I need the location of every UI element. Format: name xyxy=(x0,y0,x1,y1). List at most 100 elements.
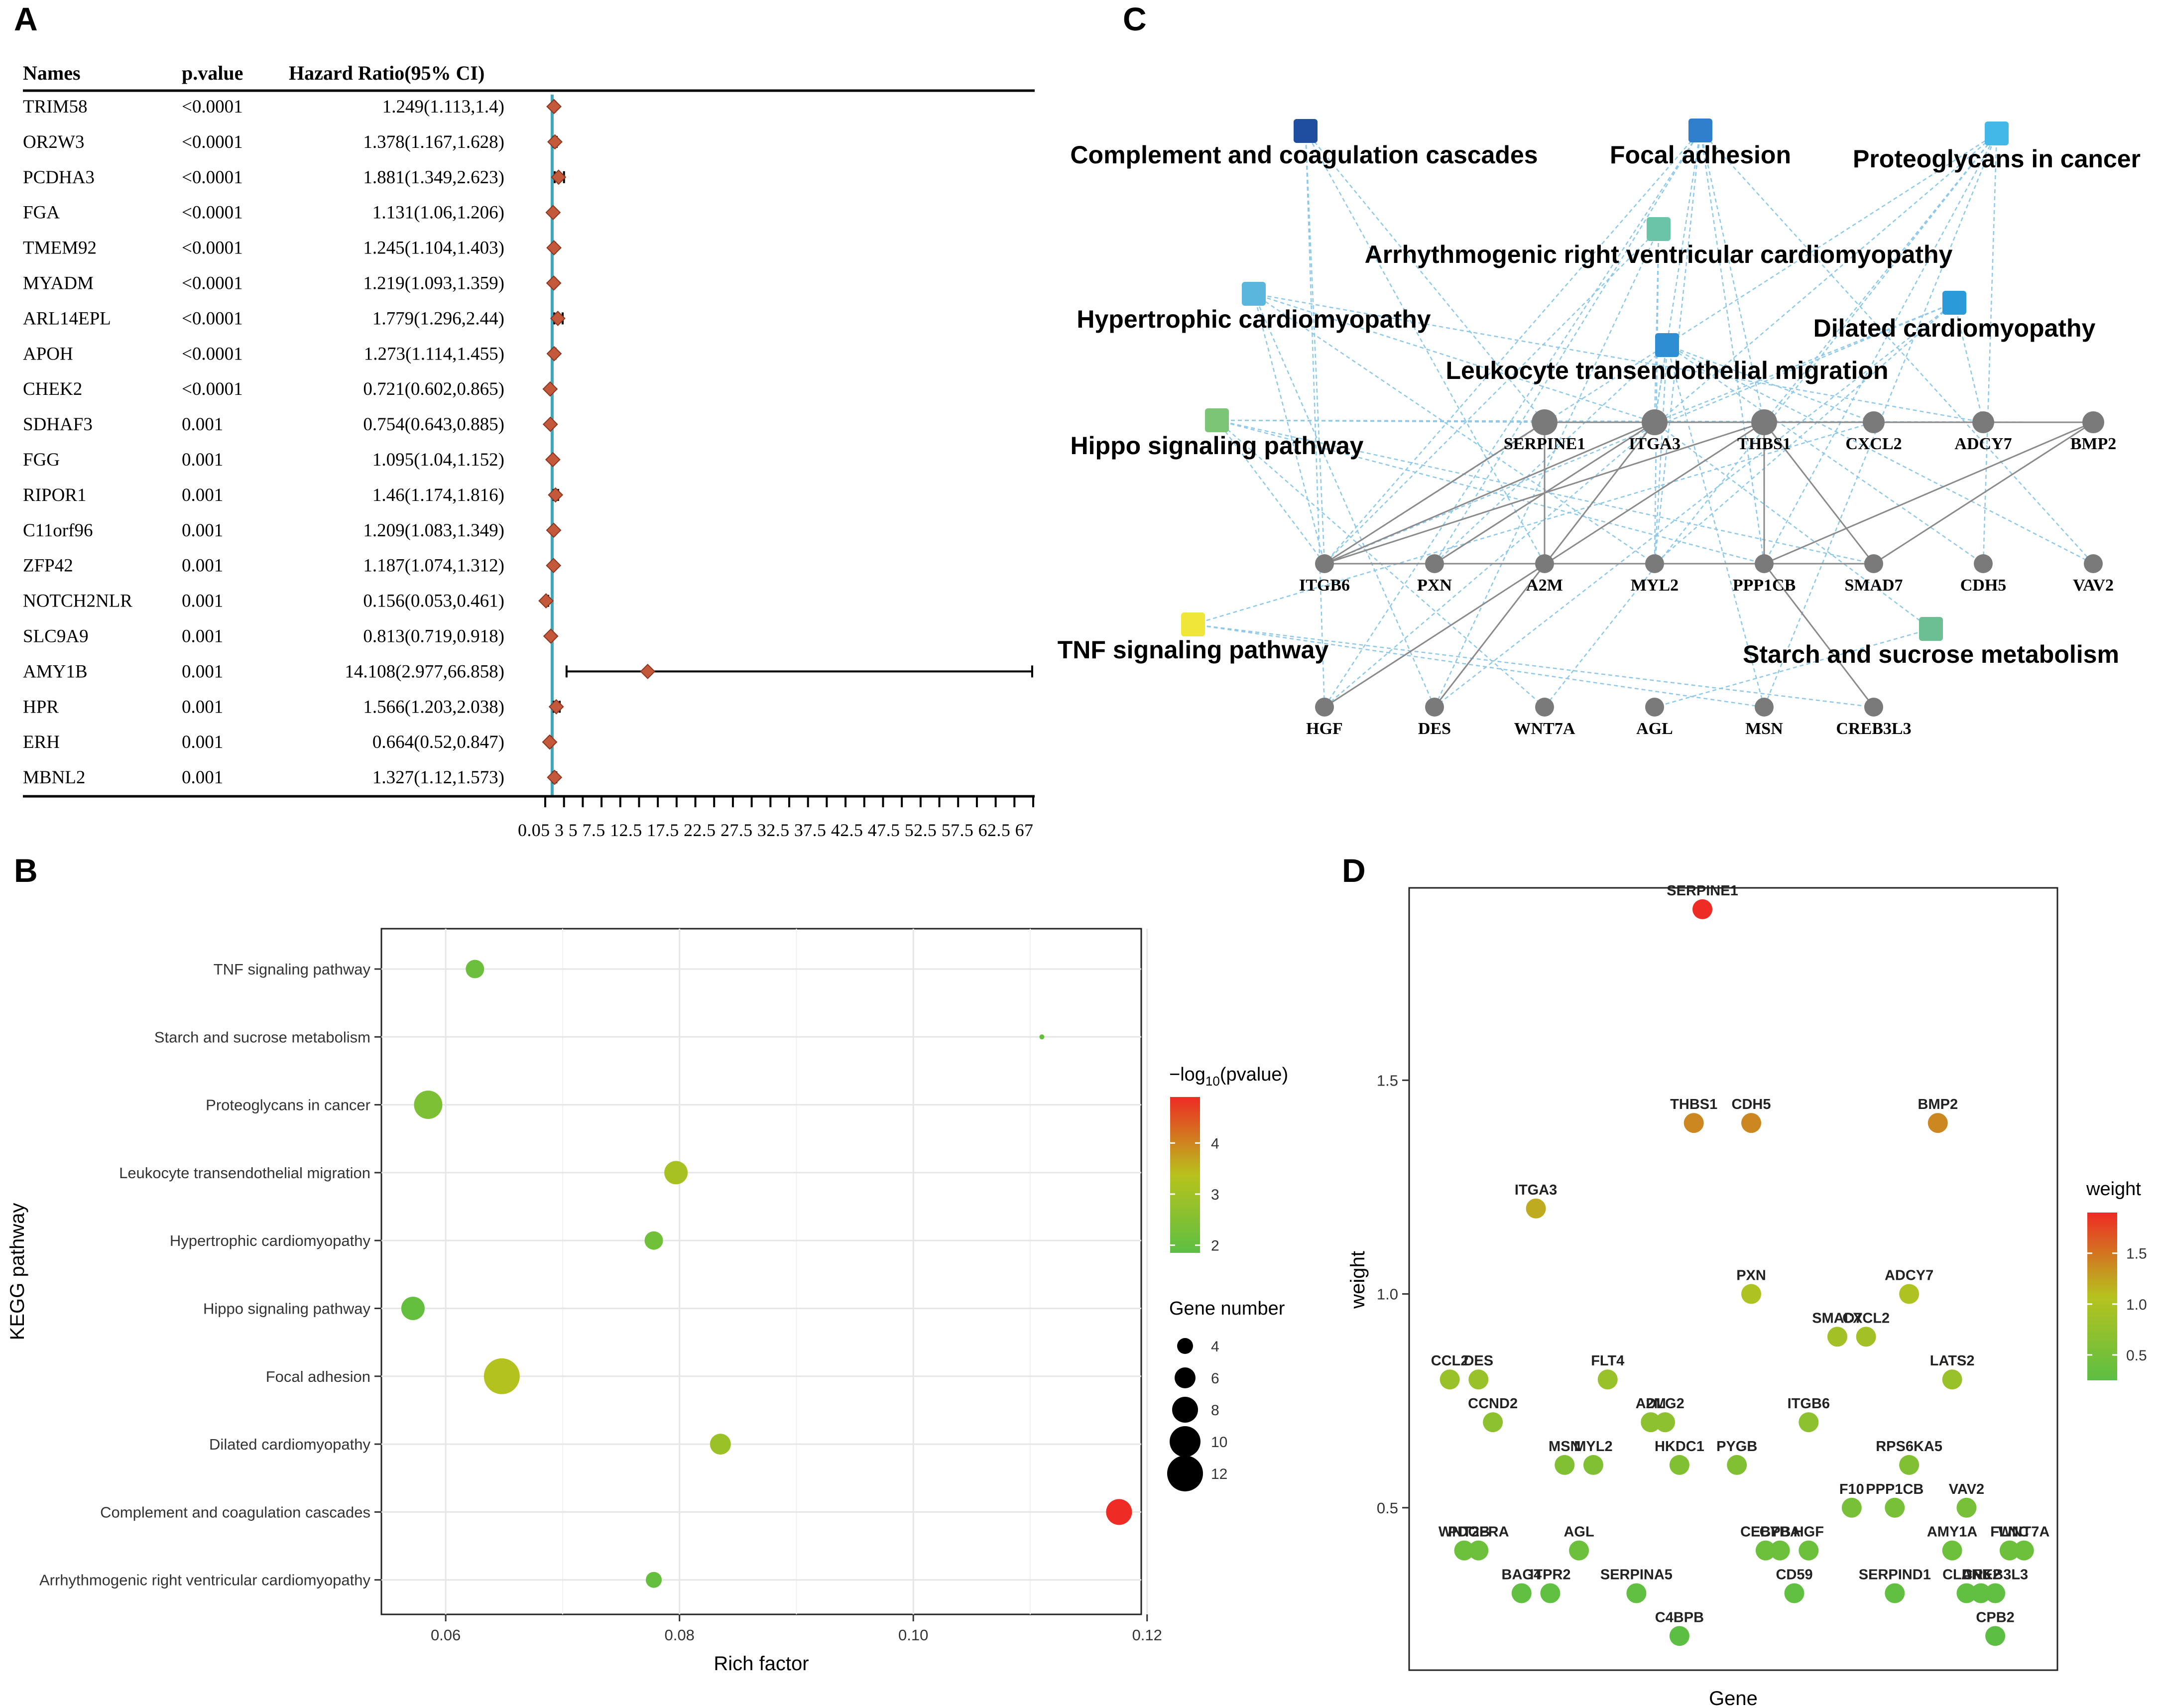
kegg-color-legend-label: 2 xyxy=(1211,1238,1219,1254)
network-gene-node xyxy=(1864,698,1883,717)
forest-row-hr: 1.187(1.074,1.312) xyxy=(363,556,504,576)
network-pathway-edge xyxy=(1253,293,1436,708)
scatter-point-label: F10 xyxy=(1839,1481,1864,1497)
network-gene-node xyxy=(1864,554,1883,573)
network-gene-label: ADCY7 xyxy=(1954,435,2012,453)
network-gene-label: ITGB6 xyxy=(1299,576,1350,595)
kegg-category-label: Proteoglycans in cancer xyxy=(206,1097,370,1114)
kegg-bubble xyxy=(401,1297,425,1320)
scatter-point xyxy=(1727,1455,1747,1475)
scatter-point-label: HGF xyxy=(1794,1524,1824,1540)
forest-row-name: TMEM92 xyxy=(23,238,97,258)
scatter-point-label: CD59 xyxy=(1776,1567,1812,1583)
forest-row-hr: 0.664(0.52,0.847) xyxy=(372,732,504,752)
kegg-category-label: Hippo signaling pathway xyxy=(203,1300,371,1318)
forest-row-pvalue: 0.001 xyxy=(182,626,223,647)
scatter-point xyxy=(1692,899,1713,919)
network-gene-node xyxy=(1863,411,1885,433)
network-gene-node xyxy=(1751,409,1777,435)
scatter-point xyxy=(1555,1455,1575,1475)
scatter-point xyxy=(1468,1369,1489,1390)
scatter-point xyxy=(1454,1540,1474,1561)
forest-row-name: CHEK2 xyxy=(23,379,82,399)
kegg-size-legend-label: 6 xyxy=(1211,1370,1219,1387)
forest-hr-marker xyxy=(550,310,566,326)
forest-hr-marker xyxy=(545,205,561,221)
scatter-plot-frame xyxy=(1408,887,2058,1671)
network-pathway-label: Hypertrophic cardiomyopathy xyxy=(1077,305,1431,333)
forest-hr-marker xyxy=(542,381,558,397)
network-pathway-edge xyxy=(1654,345,1668,423)
forest-row-hr: 0.813(0.719,0.918) xyxy=(363,626,504,647)
network-gene-node xyxy=(1532,409,1558,435)
scatter-point-label: WNT7A xyxy=(1998,1524,2049,1540)
scatter-color-legend-label: 1.5 xyxy=(2126,1246,2147,1262)
scatter-point-label: SMAD7 xyxy=(1812,1310,1863,1326)
network-pathway-edge xyxy=(1305,130,1325,708)
forest-row-name: SLC9A9 xyxy=(23,626,89,647)
scatter-point-label: PXN xyxy=(1736,1268,1766,1284)
forest-row-pvalue: <0.0001 xyxy=(182,308,243,329)
forest-row-pvalue: <0.0001 xyxy=(182,167,243,188)
network-pathway-node xyxy=(1655,333,1679,357)
kegg-category-label: Arrhythmogenic right ventricular cardiom… xyxy=(39,1572,371,1589)
network-gene-node xyxy=(2082,411,2104,433)
network-gene-label: MYL2 xyxy=(1631,576,1679,595)
network-pathway-edge xyxy=(1654,628,1931,708)
network-gene-edge xyxy=(1763,422,1875,564)
scatter-point-label: CPB2 xyxy=(1976,1609,2014,1625)
kegg-category-label: Focal adhesion xyxy=(266,1368,370,1385)
network-pathway-label: Leukocyte transendothelial migration xyxy=(1445,357,1888,384)
forest-row-hr: 1.378(1.167,1.628) xyxy=(363,132,504,152)
kegg-category-label: Leukocyte transendothelial migration xyxy=(119,1164,370,1182)
forest-row-pvalue: <0.0001 xyxy=(182,273,243,294)
scatter-point xyxy=(1899,1284,1920,1304)
kegg-size-legend-label: 12 xyxy=(1211,1466,1227,1482)
scatter-point xyxy=(1741,1113,1762,1133)
scatter-y-axis-title: weight xyxy=(1347,1251,1369,1309)
scatter-point xyxy=(1540,1583,1561,1603)
scatter-point-label: PDGFRA xyxy=(1448,1524,1509,1540)
kegg-bubble xyxy=(664,1161,688,1185)
scatter-point xyxy=(1799,1412,1819,1433)
network-pathway-edge xyxy=(1434,229,1660,708)
network-pathway-edge xyxy=(1699,130,1765,423)
forest-row-name: OR2W3 xyxy=(23,132,84,152)
kegg-size-legend-dot xyxy=(1175,1367,1196,1388)
network-gene-label: HGF xyxy=(1306,720,1343,738)
forest-row-name: MBNL2 xyxy=(23,767,85,788)
network-gene-label: CDH5 xyxy=(1960,576,2007,595)
network-pathway-edge xyxy=(1654,302,1955,564)
network-gene-label: VAV2 xyxy=(2073,576,2114,595)
scatter-point xyxy=(1683,1113,1704,1133)
forest-row-pvalue: <0.0001 xyxy=(182,97,243,117)
forest-row-hr: 1.881(1.349,2.623) xyxy=(363,167,504,188)
kegg-size-legend-dot xyxy=(1170,1426,1201,1457)
network-gene-edge xyxy=(1434,421,1655,565)
scatter-point-label: DES xyxy=(1463,1353,1493,1369)
network-pathway-edge xyxy=(1982,133,1998,564)
forest-row-pvalue: <0.0001 xyxy=(182,238,243,258)
scatter-point-label: LATS2 xyxy=(1930,1353,1975,1369)
scatter-point-label: ADCY7 xyxy=(1885,1268,1933,1284)
scatter-point-label: ANK2 xyxy=(1961,1567,2001,1583)
scatter-point-label: ITGB6 xyxy=(1788,1396,1830,1412)
forest-row-hr: 1.245(1.104,1.403) xyxy=(363,238,504,258)
network-gene-label: THBS1 xyxy=(1737,435,1791,453)
network-gene-label: ITGA3 xyxy=(1629,435,1681,453)
network-pathway-node xyxy=(1294,119,1318,143)
forest-row-hr: 0.721(0.602,0.865) xyxy=(363,379,504,399)
network-pathway-edge xyxy=(1253,293,1984,423)
scatter-point xyxy=(1956,1497,1977,1518)
kegg-plot-frame xyxy=(380,928,1142,1615)
kegg-size-legend-label: 4 xyxy=(1211,1339,1219,1355)
forest-header-names: Names xyxy=(23,62,81,84)
network-gene-node xyxy=(2084,554,2103,573)
kegg-color-legend-label: 3 xyxy=(1211,1187,1219,1203)
scatter-point xyxy=(2014,1540,2034,1561)
network-pathway-edge xyxy=(1305,130,1325,564)
scatter-y-tick-label: 1.0 xyxy=(1377,1286,1398,1303)
network-pathway-edge xyxy=(1253,293,1325,564)
network-gene-label: CREB3L3 xyxy=(1836,720,1911,738)
network-pathway-edge xyxy=(1323,130,1701,708)
